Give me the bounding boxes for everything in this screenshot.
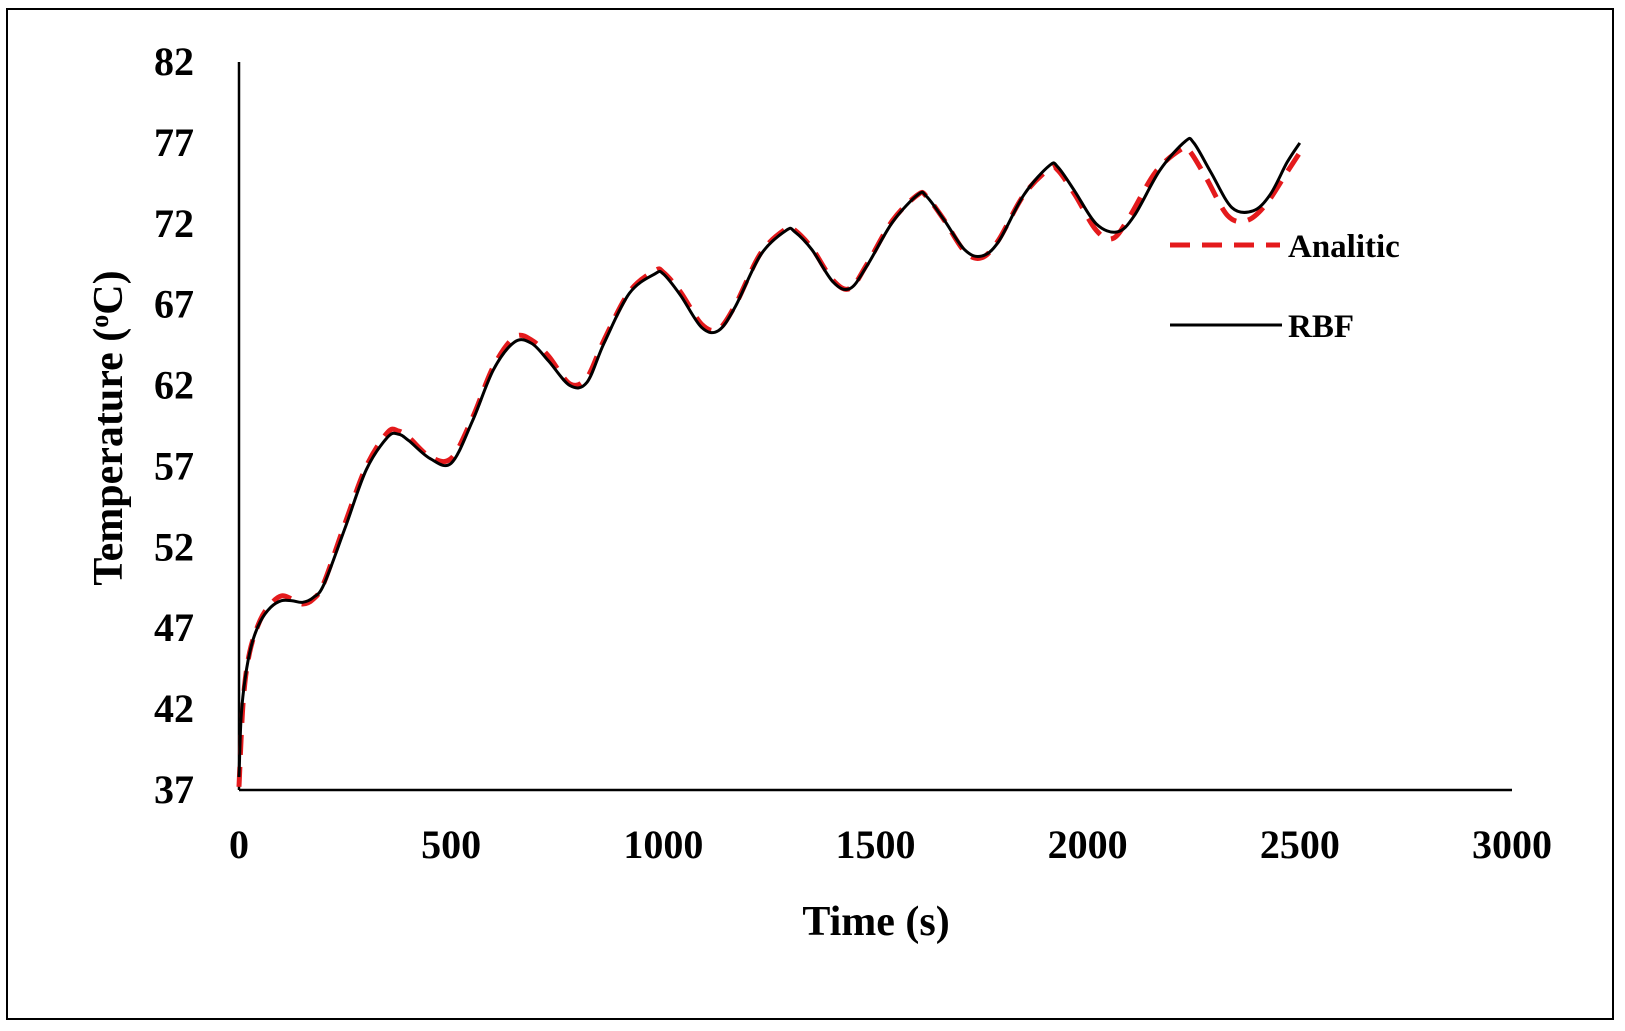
figure-frame	[6, 8, 1614, 1020]
legend-label-rbf: RBF	[1288, 309, 1354, 345]
series-line-rbf	[237, 136, 1302, 778]
y-tick-label: 47	[154, 605, 194, 650]
y-tick-label: 57	[154, 443, 194, 488]
legend-label-analitic: Analitic	[1288, 229, 1400, 265]
x-axis: 0 500 1000 1500 2000 2500 3000	[229, 788, 1552, 867]
x-tick-label: 0	[229, 822, 249, 867]
x-tick-labels: 0 500 1000 1500 2000 2500 3000	[229, 822, 1552, 867]
y-axis-title-superscript: o	[85, 315, 114, 328]
y-tick-label: 37	[154, 767, 194, 812]
series-layer	[236, 136, 1302, 787]
legend-item-analitic: Analitic	[1170, 229, 1400, 265]
x-tick-label: 1000	[623, 822, 703, 867]
x-tick-label: 2500	[1260, 822, 1340, 867]
y-tick-label: 72	[154, 201, 194, 246]
x-tick-label: 2000	[1048, 822, 1128, 867]
y-axis-title-part-2: C)	[86, 270, 132, 314]
legend: Analitic RBF	[1170, 229, 1400, 345]
y-tick-label: 82	[154, 39, 194, 84]
legend-item-rbf: RBF	[1170, 309, 1354, 345]
x-tick-label: 1500	[836, 822, 916, 867]
y-axis: 37 42 47 52 57 62 67 72 77 82	[154, 39, 241, 812]
x-tick-label: 3000	[1472, 822, 1552, 867]
x-axis-title: Time (s)	[802, 899, 949, 945]
y-tick-label: 42	[154, 686, 194, 731]
y-tick-labels: 37 42 47 52 57 62 67 72 77 82	[154, 39, 194, 812]
y-tick-label: 67	[154, 282, 194, 327]
y-tick-label: 52	[154, 524, 194, 569]
y-tick-label: 62	[154, 363, 194, 408]
y-tick-label: 77	[154, 120, 194, 165]
y-axis-title-part-1: Temperature (	[86, 328, 132, 586]
y-axis-title: Temperature (oC)	[85, 270, 132, 585]
x-tick-label: 500	[421, 822, 481, 867]
